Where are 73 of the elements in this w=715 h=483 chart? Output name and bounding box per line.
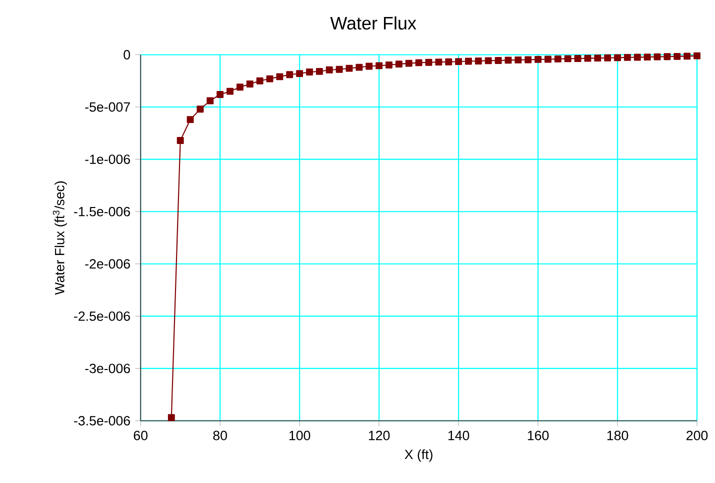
point [186,116,194,124]
y-tick-label: -5e-007 [85,102,130,112]
y-tick-label: -2.5e-006 [74,311,130,321]
x-tick-label: 100 [289,430,310,440]
point [494,57,502,64]
point [624,54,631,61]
point [534,56,542,63]
point [226,88,234,95]
point [346,64,353,72]
point [674,52,681,60]
point [206,97,214,104]
point [684,52,691,60]
point [276,73,284,80]
y-tick-label: -1e-006 [85,154,130,164]
point [484,57,492,64]
point [176,137,184,144]
x-tick-label: 200 [686,430,708,440]
point [266,75,274,82]
y-tick-label: -3.5e-006 [74,416,130,426]
x-tick-label: 120 [368,430,390,440]
point [564,55,572,62]
point [336,66,343,73]
point [376,62,383,70]
point [465,58,472,65]
point [574,55,582,62]
y-tick-label: -3e-006 [85,364,130,374]
point [445,58,452,66]
point [604,54,612,62]
point [455,58,462,66]
point [474,58,482,64]
chart-title: Water Flux [330,16,416,30]
point [246,80,254,88]
point [216,91,224,98]
point [366,62,373,70]
point [584,54,592,62]
point [326,66,333,74]
x-tick-label: 140 [448,430,470,440]
point [524,56,532,64]
point [435,58,442,66]
point [425,58,432,66]
y-axis-title: Water Flux (ft$^{3}$/sec) [52,181,67,295]
point [594,54,602,62]
x-tick-label: 60 [134,430,148,440]
y-tick-label: -2e-006 [85,259,130,269]
point [356,64,363,71]
x-axis-title: X (ft) [404,449,432,462]
point [196,106,204,113]
x-tick-label: 180 [607,430,628,440]
point [634,54,641,61]
point [514,56,522,64]
point [664,53,671,60]
point [296,70,304,78]
point [544,56,552,63]
point [614,54,621,62]
point [386,62,392,68]
point [168,414,175,422]
point [236,84,244,91]
point [504,56,512,64]
point [256,77,264,84]
point [395,60,402,68]
point [644,54,651,61]
point [405,60,412,67]
y-tick-label: 0 [124,50,130,60]
x-tick-label: 160 [528,430,549,440]
point [286,71,294,78]
point [415,59,422,66]
y-tick-label: -1.5e-006 [74,206,130,216]
point [654,53,661,60]
point [316,68,323,75]
x-tick-label: 80 [213,430,227,440]
point [306,68,313,76]
point [554,55,562,62]
point [694,52,700,60]
